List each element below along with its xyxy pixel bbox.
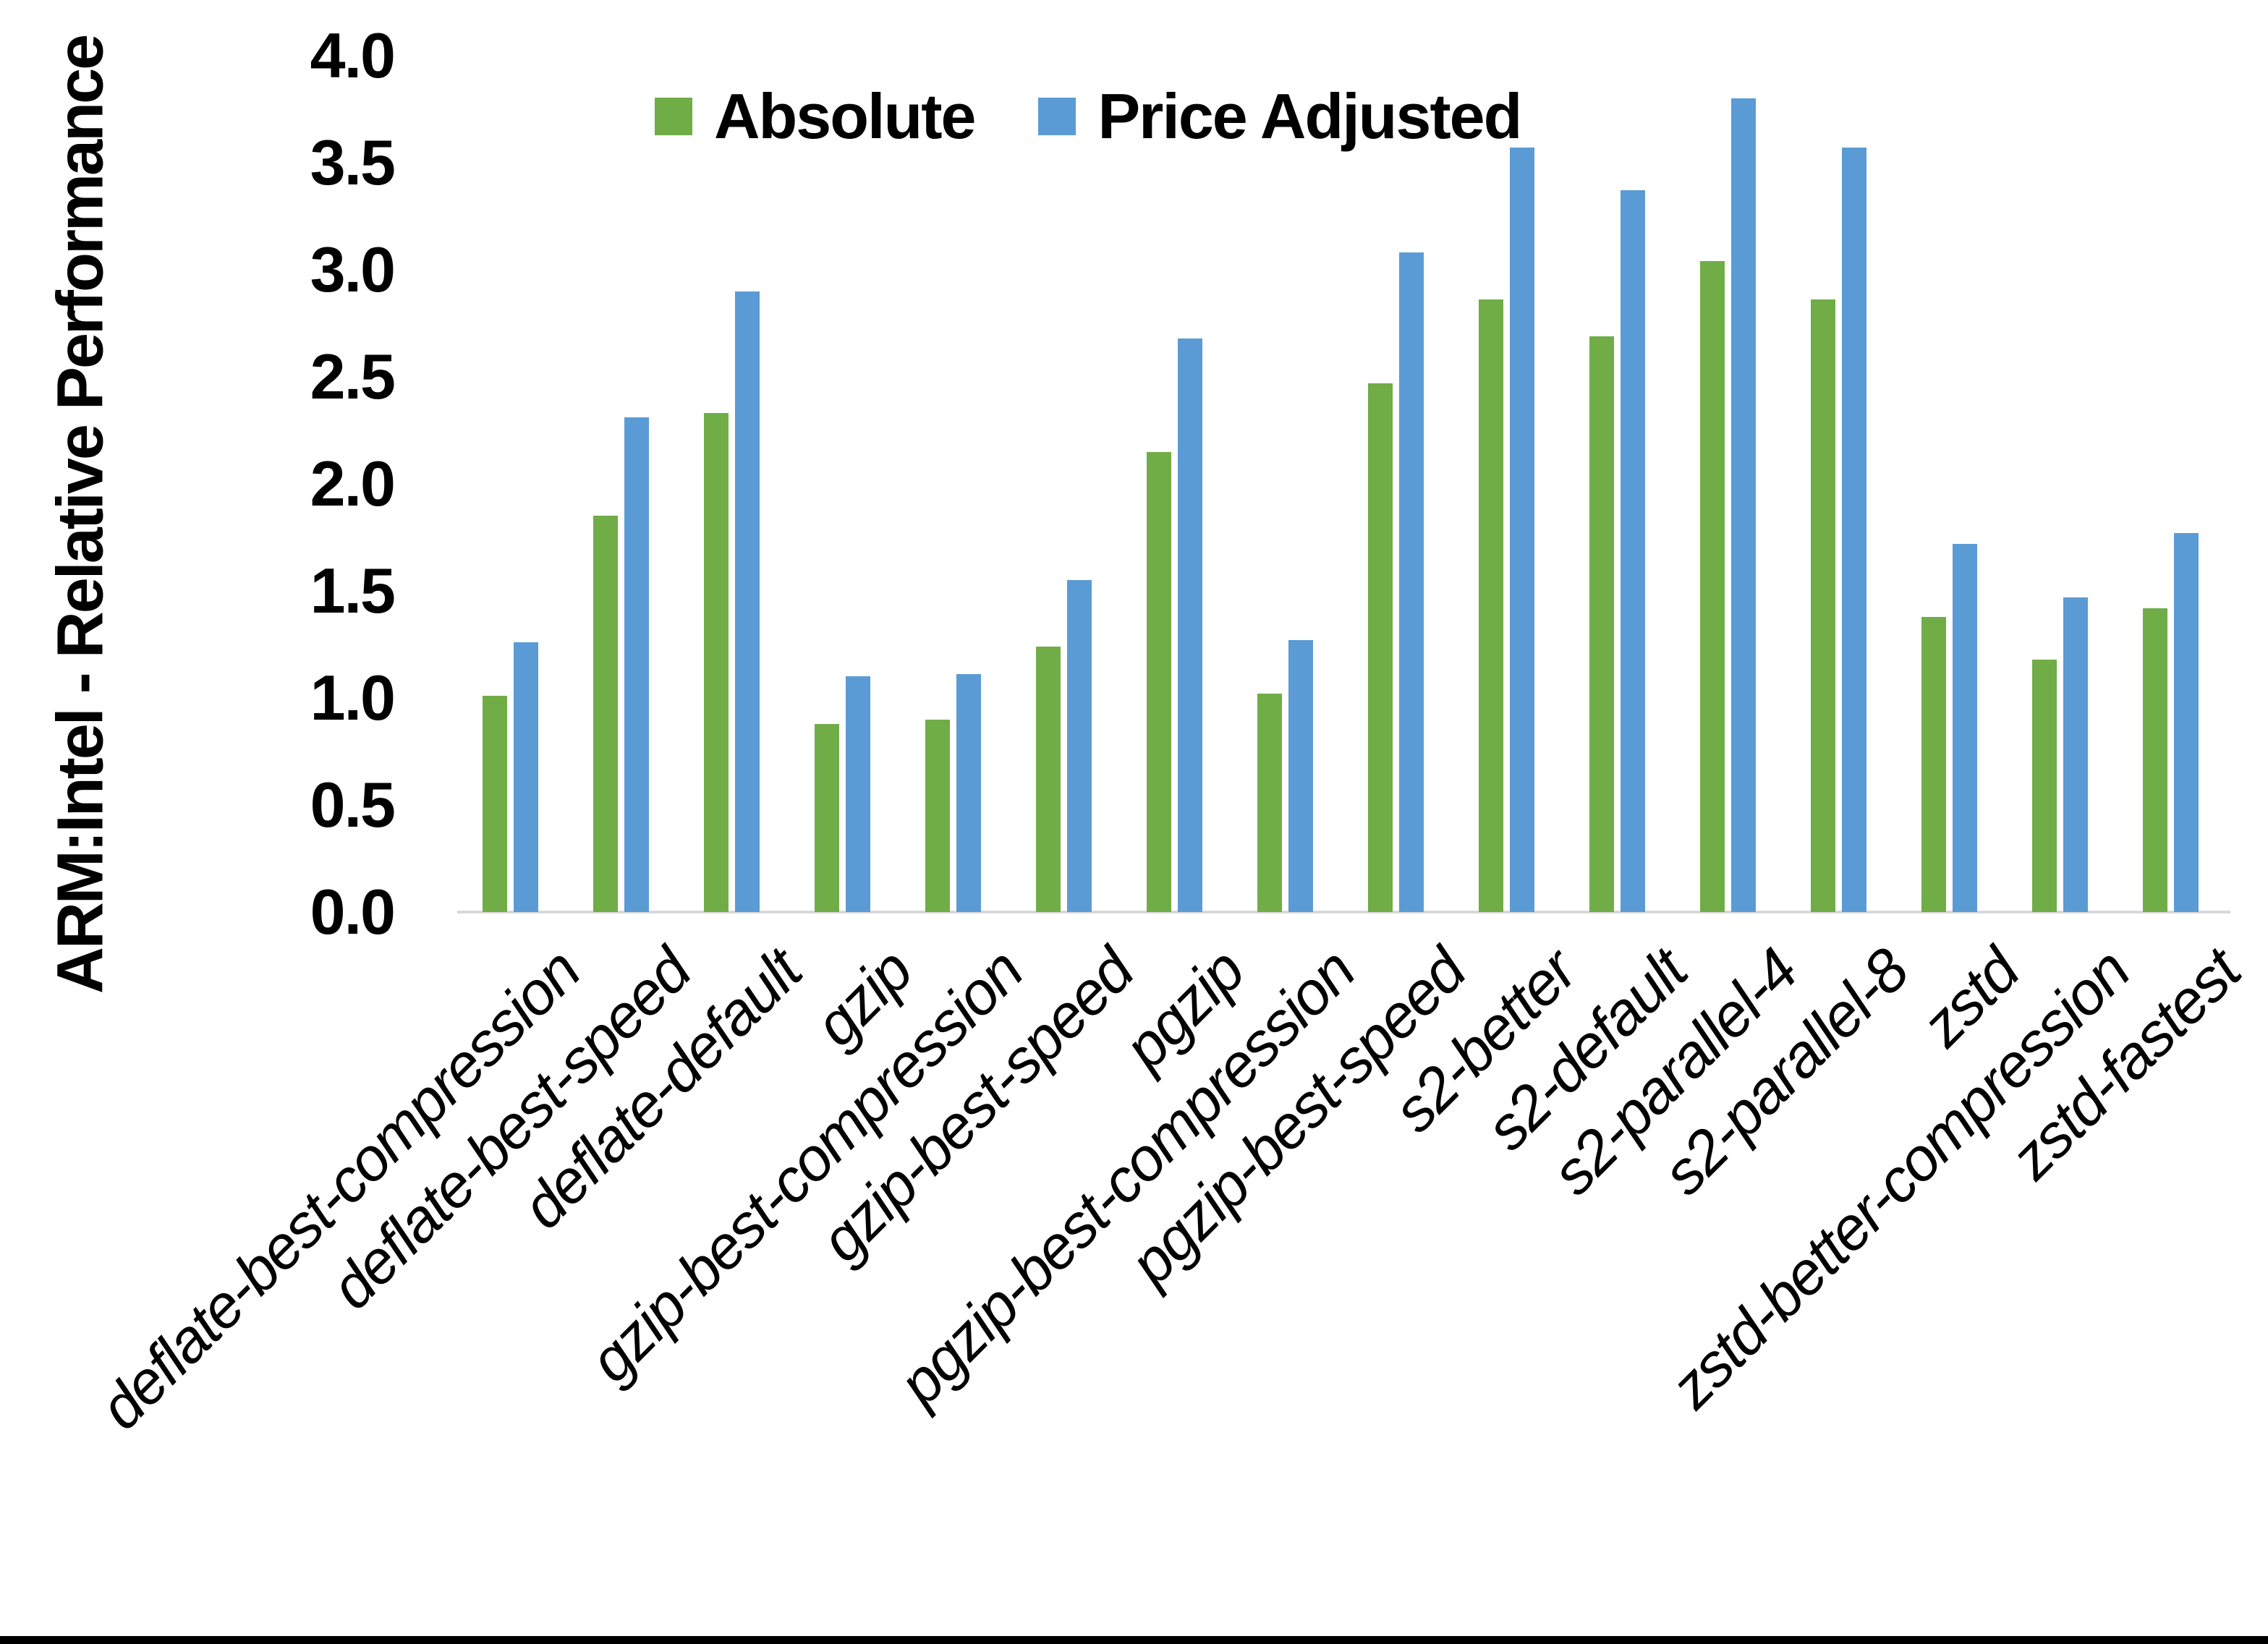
- bar-price-adjusted-pgzip: [1178, 338, 1202, 912]
- bar-absolute-s2-parallel-8: [1811, 299, 1835, 912]
- y-tick-label: 4.0: [310, 20, 396, 91]
- bottom-border: [0, 1636, 2268, 1644]
- legend-label-price-adjusted: Price Adjusted: [1097, 80, 1522, 152]
- bar-absolute-deflate-best-speed: [593, 516, 618, 912]
- bar-absolute-gzip: [815, 724, 839, 912]
- bar-price-adjusted-pgzip-best-compression: [1288, 640, 1313, 912]
- legend-swatch-price-adjusted: [1038, 98, 1076, 135]
- bar-price-adjusted-pgzip-best-speed: [1399, 252, 1424, 912]
- legend-label-absolute: Absolute: [714, 80, 976, 152]
- bar-price-adjusted-zstd-better-compression: [2063, 597, 2088, 912]
- legend: Absolute Price Adjusted: [655, 78, 1522, 155]
- y-tick-label: 0.5: [310, 769, 396, 840]
- legend-item-price-adjusted: Price Adjusted: [1038, 80, 1522, 153]
- legend-swatch-absolute: [655, 98, 692, 135]
- bar-absolute-zstd-fastest: [2143, 608, 2167, 912]
- bar-price-adjusted-zstd-fastest: [2174, 533, 2199, 912]
- y-tick-label: 3.0: [310, 234, 396, 305]
- bar-absolute-s2-default: [1589, 336, 1614, 912]
- bar-price-adjusted-s2-better: [1510, 148, 1534, 912]
- bar-price-adjusted-gzip: [846, 676, 870, 912]
- bar-absolute-s2-better: [1479, 299, 1503, 912]
- y-tick-label: 2.5: [310, 341, 396, 412]
- bar-absolute-pgzip-best-compression: [1257, 694, 1282, 912]
- bar-absolute-deflate-best-compression: [483, 696, 507, 912]
- bar-absolute-pgzip: [1147, 452, 1171, 912]
- bar-price-adjusted-s2-parallel-8: [1842, 148, 1866, 912]
- bar-absolute-gzip-best-compression: [925, 720, 950, 912]
- y-tick-label: 0.0: [310, 876, 396, 947]
- y-axis-title: ARM:Intel - Relative Performance: [44, 35, 117, 995]
- bar-absolute-gzip-best-speed: [1036, 647, 1061, 912]
- y-tick-label: 2.0: [310, 448, 396, 519]
- bar-price-adjusted-gzip-best-compression: [956, 674, 981, 912]
- legend-item-absolute: Absolute: [655, 80, 976, 153]
- bar-price-adjusted-s2-default: [1621, 190, 1645, 912]
- bar-price-adjusted-s2-parallel-4: [1731, 98, 1756, 912]
- bar-absolute-s2-parallel-4: [1700, 261, 1725, 912]
- y-tick-label: 1.0: [310, 662, 396, 733]
- y-tick-label: 3.5: [310, 127, 396, 198]
- bar-price-adjusted-deflate-best-compression: [514, 642, 538, 912]
- bar-price-adjusted-deflate-best-speed: [624, 417, 649, 912]
- bar-absolute-pgzip-best-speed: [1368, 383, 1393, 912]
- bar-absolute-zstd: [1921, 617, 1946, 912]
- bar-price-adjusted-zstd: [1953, 544, 1977, 912]
- bar-price-adjusted-gzip-best-speed: [1067, 580, 1092, 912]
- x-axis-line: [457, 911, 2230, 913]
- bar-absolute-deflate-default: [704, 413, 729, 912]
- y-tick-label: 1.5: [310, 555, 396, 626]
- bar-absolute-zstd-better-compression: [2032, 660, 2057, 912]
- bar-price-adjusted-deflate-default: [735, 291, 760, 912]
